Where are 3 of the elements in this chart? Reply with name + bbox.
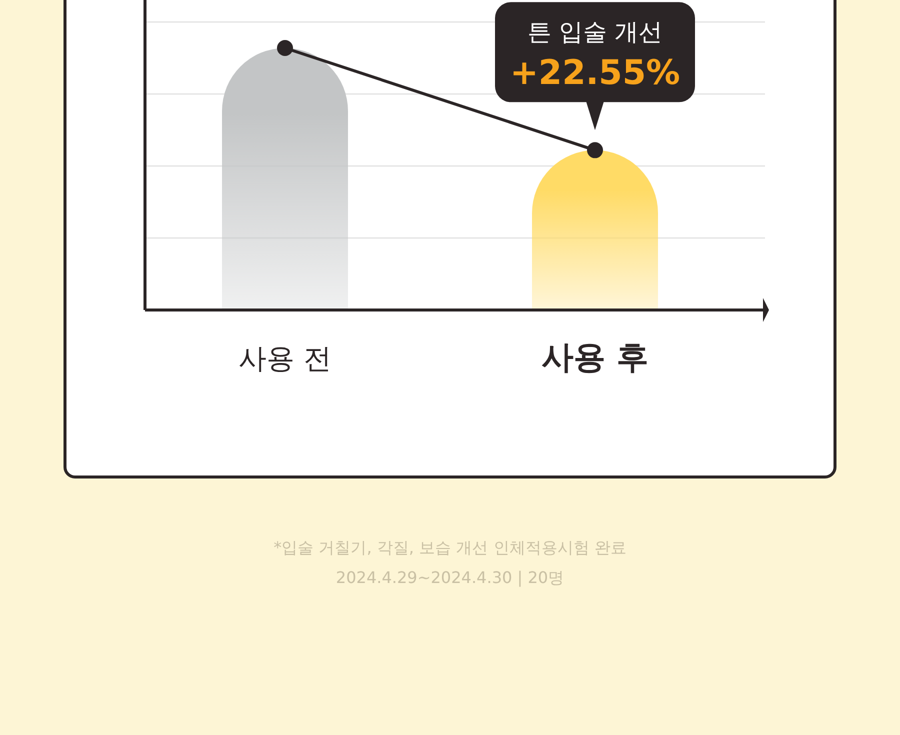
x-tick-label: 사용 후	[541, 338, 649, 376]
annotation: 튼 입술 개선 +22.55%	[510, 18, 680, 94]
x-tick-label: 사용 전	[238, 342, 332, 375]
